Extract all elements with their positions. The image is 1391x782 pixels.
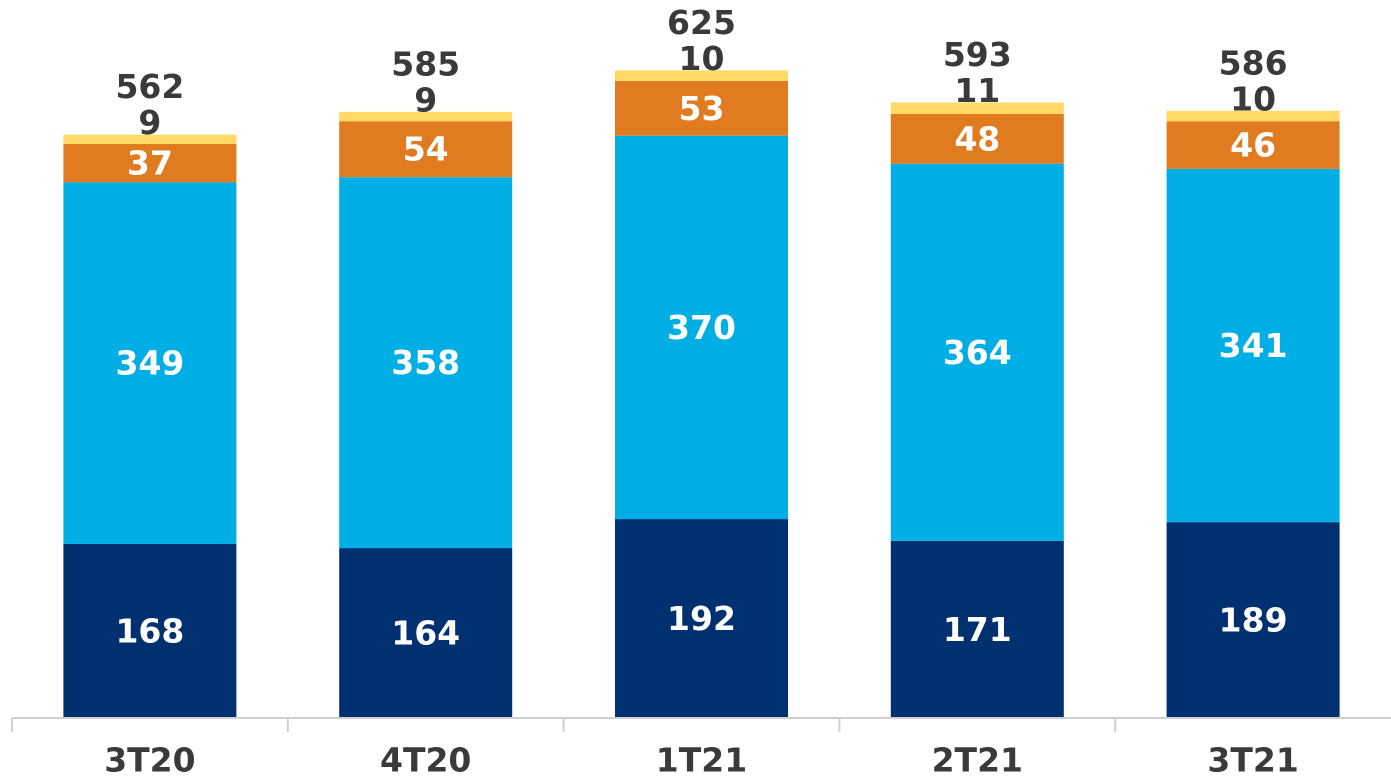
- value-label: 192: [667, 599, 736, 638]
- value-label: 46: [1230, 126, 1276, 165]
- total-label: 562: [115, 67, 184, 106]
- value-label: 11: [954, 71, 1000, 110]
- total-label: 585: [391, 44, 460, 83]
- bar-segment: [339, 111, 513, 122]
- bar-segment: [615, 70, 788, 81]
- bar-segment: [1166, 110, 1340, 122]
- x-tick-label: 3T21: [1207, 741, 1298, 780]
- x-tick-label: 4T20: [380, 741, 471, 780]
- value-label: 358: [391, 343, 460, 382]
- value-label: 168: [115, 611, 184, 650]
- value-label: 349: [115, 344, 184, 383]
- total-label: 586: [1219, 43, 1288, 82]
- x-tick-label: 1T21: [656, 741, 747, 780]
- value-label: 9: [414, 80, 437, 119]
- bar-segment: [890, 113, 1064, 164]
- value-label: 164: [391, 614, 460, 653]
- value-label: 370: [667, 308, 736, 347]
- bar-segment: [339, 121, 513, 178]
- value-label: 37: [127, 144, 173, 183]
- bar-segment: [339, 177, 513, 549]
- value-label: 10: [679, 39, 725, 78]
- bar-segment: [890, 102, 1064, 114]
- value-label: 9: [138, 103, 161, 142]
- bar-segment: [615, 519, 788, 718]
- bar-segment: [615, 80, 788, 136]
- value-label: 189: [1219, 601, 1288, 640]
- bar-segment: [339, 548, 513, 718]
- bar-segment: [63, 543, 237, 718]
- bar-segment: [1166, 168, 1340, 523]
- bar-segment: [1166, 522, 1340, 718]
- bar-segment: [1166, 121, 1340, 169]
- value-label: 341: [1219, 326, 1288, 365]
- value-label: 364: [943, 333, 1012, 372]
- value-label: 171: [943, 610, 1012, 649]
- x-tick-label: 3T20: [104, 741, 195, 780]
- total-label: 593: [943, 35, 1012, 74]
- bar-segment: [615, 135, 788, 520]
- x-tick-label: 2T21: [932, 741, 1023, 780]
- bar-segment: [890, 163, 1064, 541]
- value-label: 54: [403, 130, 449, 169]
- bar-segment: [890, 540, 1064, 718]
- value-label: 48: [954, 119, 1000, 158]
- total-label: 625: [667, 3, 736, 42]
- bar-segment: [63, 182, 237, 544]
- bar-segment: [63, 134, 237, 145]
- value-label: 53: [679, 89, 725, 128]
- value-label: 10: [1230, 79, 1276, 118]
- bar-segment: [63, 144, 237, 183]
